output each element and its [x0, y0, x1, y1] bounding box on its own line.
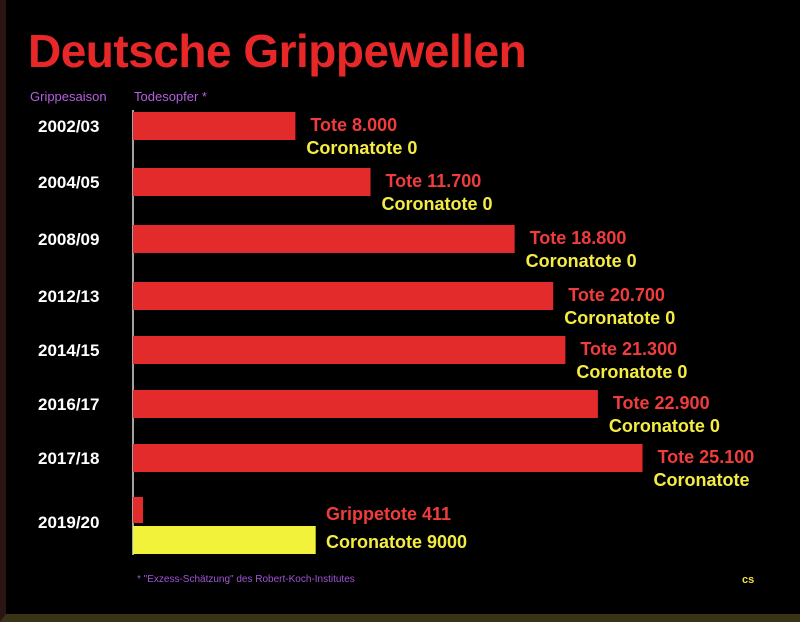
category-label: 2017/18	[38, 449, 99, 468]
data-label-tote: Tote 20.700	[568, 285, 665, 305]
data-label-coronatote: Coronatote 9000	[326, 532, 467, 552]
category-label: 2002/03	[38, 117, 99, 136]
data-label-tote: Tote 25.100	[658, 447, 755, 467]
category-label: 2008/09	[38, 230, 99, 249]
chart-title: Deutsche Grippewellen	[28, 25, 527, 77]
data-label-coronatote: Coronatote 0	[306, 138, 417, 158]
category-label: 2012/13	[38, 287, 99, 306]
category-label: 2014/15	[38, 341, 99, 360]
bar-tote	[133, 390, 598, 418]
bar-tote	[133, 168, 371, 196]
data-label-coronatote: Coronatote 0	[576, 362, 687, 382]
data-label-coronatote: Coronatote 0	[609, 416, 720, 436]
category-label: 2019/20	[38, 513, 99, 532]
data-label-grippetote: Grippetote 411	[326, 504, 451, 524]
data-label-tote: Tote 18.800	[530, 228, 627, 248]
data-label-tote: Tote 21.300	[580, 339, 677, 359]
data-label-coronatote: Coronatote	[654, 470, 750, 490]
data-label-tote: Tote 11.700	[386, 171, 482, 191]
bar-tote	[133, 112, 296, 140]
bar-tote	[133, 282, 554, 310]
data-label-tote: Tote 22.900	[613, 393, 710, 413]
bar-grippetote	[133, 497, 143, 523]
bar-tote	[133, 225, 515, 253]
category-label: 2004/05	[38, 173, 99, 192]
y-axis-label: Grippesaison	[30, 89, 107, 104]
category-label: 2016/17	[38, 395, 99, 414]
data-label-tote: Tote 8.000	[310, 115, 397, 135]
bar-tote	[133, 444, 643, 472]
x-axis-label: Todesopfer *	[134, 89, 207, 104]
data-label-coronatote: Coronatote 0	[382, 194, 493, 214]
data-label-coronatote: Coronatote 0	[564, 308, 675, 328]
footnote: * "Exzess-Schätzung" des Robert-Koch-Ins…	[137, 574, 355, 585]
data-label-coronatote: Coronatote 0	[526, 251, 637, 271]
author-mark: cs	[742, 574, 755, 586]
bar-coronatote	[133, 526, 316, 554]
bar-tote	[133, 336, 566, 364]
